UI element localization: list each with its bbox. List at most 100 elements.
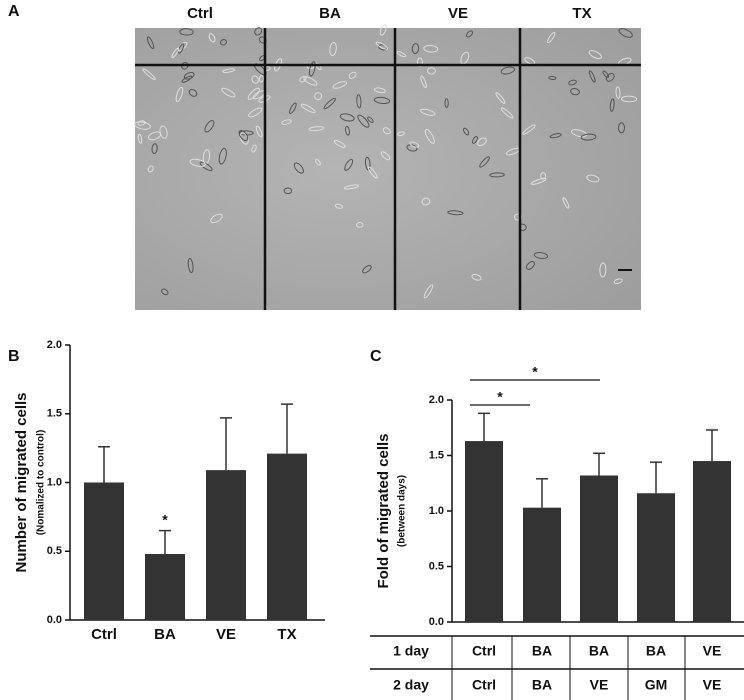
- cell: [303, 76, 318, 86]
- cell: [222, 68, 236, 73]
- y-tick-label: 1.5: [429, 449, 444, 461]
- table-cell: VE: [590, 677, 609, 693]
- cell: [293, 162, 304, 174]
- cell: [329, 41, 337, 57]
- cell: [489, 172, 505, 178]
- cell: [548, 75, 557, 81]
- bar: [580, 475, 618, 622]
- table-cell: GM: [645, 677, 668, 693]
- cell: [308, 61, 316, 77]
- cell: [314, 92, 323, 101]
- column-header: TX: [572, 5, 591, 22]
- cell: [219, 39, 227, 46]
- cell: [181, 62, 189, 70]
- cell: [208, 33, 216, 43]
- y-axis-sublabel: (Nomalized to control): [36, 430, 47, 536]
- panel-label: A: [8, 3, 20, 20]
- cell: [255, 125, 263, 138]
- cell: [462, 127, 470, 136]
- bar: [637, 493, 675, 622]
- bar: [267, 453, 307, 620]
- cell: [477, 137, 487, 147]
- cell: [179, 28, 194, 36]
- cell: [500, 66, 515, 75]
- cell: [345, 125, 350, 136]
- cell: [617, 122, 626, 134]
- bar: [693, 461, 731, 622]
- cell: [396, 51, 407, 58]
- cell: [568, 79, 577, 86]
- cell: [248, 107, 263, 118]
- cell: [199, 161, 213, 172]
- cell: [613, 278, 623, 285]
- cell: [375, 41, 388, 50]
- cell: [374, 87, 386, 94]
- cell: [181, 75, 193, 83]
- column-header: Ctrl: [187, 5, 213, 22]
- cell: [334, 203, 343, 209]
- cell: [588, 70, 596, 83]
- cell: [615, 86, 621, 99]
- cell: [251, 144, 257, 153]
- x-tick-label: Ctrl: [91, 626, 117, 643]
- cell: [472, 136, 478, 144]
- y-axis-sublabel: (between days): [397, 475, 408, 547]
- cell: [540, 172, 547, 180]
- cell: [289, 102, 297, 114]
- cell: [423, 284, 434, 299]
- bar: [206, 470, 246, 620]
- x-tick-label: VE: [216, 626, 236, 643]
- cell: [620, 95, 638, 103]
- row-label: 1 day: [393, 643, 429, 659]
- y-tick-label: 1.5: [47, 408, 62, 420]
- cell: [580, 133, 597, 141]
- table-cell: VE: [703, 677, 722, 693]
- cell: [357, 114, 370, 128]
- cell: [513, 213, 522, 221]
- cell: [308, 126, 325, 132]
- cell: [447, 210, 464, 216]
- cell: [524, 57, 536, 65]
- bar: [465, 441, 503, 622]
- cell: [146, 36, 155, 50]
- cell: [356, 94, 362, 109]
- cell: [549, 133, 562, 139]
- cell: [571, 129, 587, 138]
- y-tick-label: 1.0: [47, 476, 62, 488]
- cell: [300, 103, 316, 114]
- cell: [362, 264, 372, 274]
- cell: [189, 158, 206, 167]
- cell: [187, 257, 194, 274]
- y-tick-label: 0.5: [429, 560, 444, 572]
- cell: [171, 47, 180, 59]
- cell: [348, 71, 357, 79]
- row-label: 2 day: [393, 677, 429, 693]
- cell: [299, 75, 307, 83]
- cell: [417, 57, 423, 67]
- y-tick-label: 0.5: [47, 545, 62, 557]
- cell: [409, 141, 420, 148]
- cell: [356, 222, 364, 228]
- cell: [147, 131, 162, 141]
- cell: [258, 75, 264, 83]
- cell: [397, 131, 405, 137]
- cell: [343, 184, 360, 190]
- bar: [145, 554, 185, 620]
- y-axis-label: Number of migrated cells: [13, 392, 30, 572]
- cell: [142, 68, 156, 81]
- y-tick-label: 0.0: [47, 614, 62, 626]
- cell: [500, 107, 514, 119]
- microscopy-image: [135, 28, 641, 310]
- cell: [427, 67, 436, 75]
- table-cell: BA: [532, 643, 552, 659]
- cell: [602, 70, 610, 79]
- y-tick-label: 1.0: [429, 505, 444, 517]
- cell: [420, 108, 436, 116]
- y-tick-label: 2.0: [429, 394, 444, 406]
- cell: [406, 144, 418, 152]
- table-cell: Ctrl: [472, 677, 496, 693]
- column-header: BA: [319, 5, 341, 22]
- cell: [283, 187, 293, 195]
- cell: [586, 174, 600, 183]
- cell: [151, 143, 158, 155]
